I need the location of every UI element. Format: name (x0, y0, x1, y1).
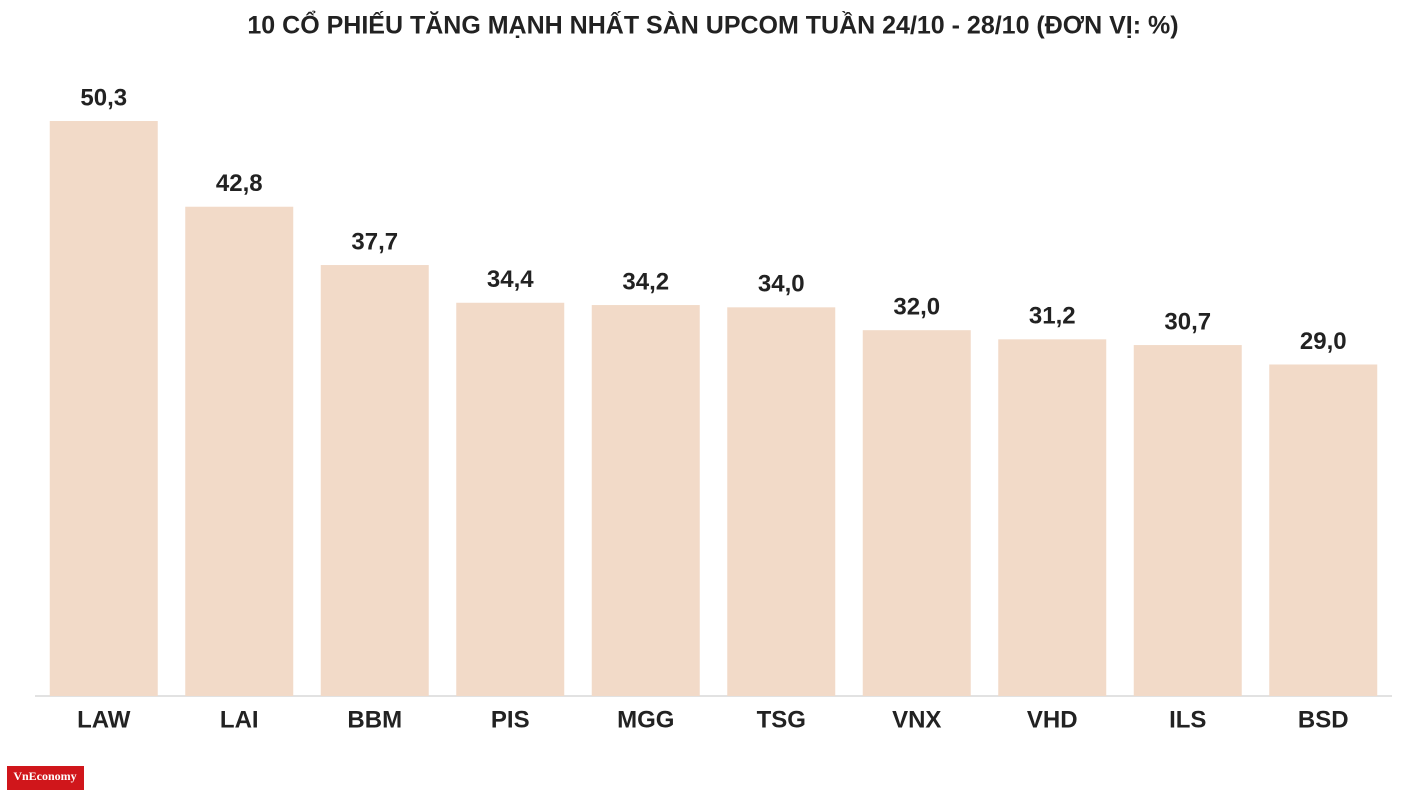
x-tick-label: BBM (347, 706, 402, 733)
value-label: 29,0 (1300, 328, 1347, 355)
bar (998, 339, 1107, 696)
logo: VnEconomy (13, 769, 76, 783)
value-label: 37,7 (351, 228, 398, 255)
x-tick-label: MGG (617, 706, 674, 733)
value-label: 42,8 (216, 170, 263, 197)
logo-box (7, 766, 84, 790)
value-label: 34,2 (622, 268, 669, 295)
bar (862, 330, 971, 696)
x-tick-label: BSD (1298, 706, 1349, 733)
bar (185, 206, 294, 696)
value-label: 32,0 (893, 294, 940, 321)
x-tick-label: PIS (491, 706, 530, 733)
bar (1269, 364, 1378, 696)
x-tick-label: LAI (220, 706, 259, 733)
value-label: 50,3 (80, 84, 127, 111)
x-tick-label: ILS (1169, 706, 1206, 733)
chart-title: 10 CỔ PHIẾU TĂNG MẠNH NHẤT SÀN UPCOM TUẦ… (247, 10, 1178, 40)
x-tick-label: VNX (892, 706, 941, 733)
bar (1133, 345, 1242, 696)
x-tick-label: TSG (757, 706, 806, 733)
value-label: 30,7 (1164, 308, 1211, 335)
x-tick-label: LAW (77, 706, 131, 733)
bar (49, 121, 158, 696)
bar (591, 305, 700, 696)
bar (727, 307, 836, 696)
value-label: 31,2 (1029, 303, 1076, 330)
bar (320, 265, 429, 696)
value-label: 34,0 (758, 271, 805, 298)
value-label: 34,4 (487, 266, 534, 293)
bar (456, 302, 565, 696)
x-tick-label: VHD (1027, 706, 1078, 733)
